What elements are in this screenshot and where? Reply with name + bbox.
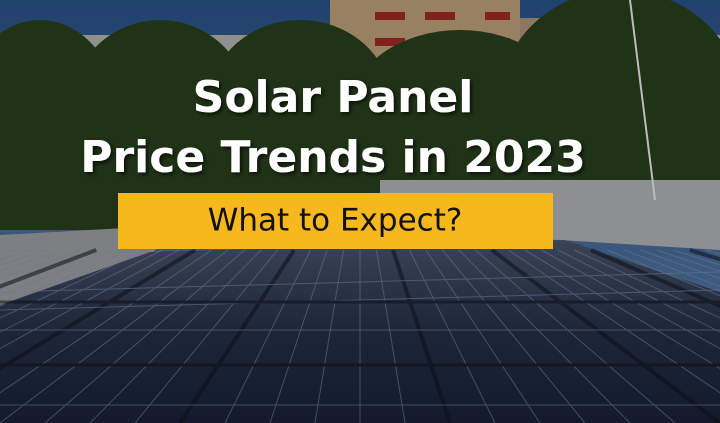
panel-line	[574, 249, 720, 319]
panel-line	[314, 249, 345, 423]
panel-line	[0, 248, 97, 289]
panel-line	[0, 249, 113, 297]
panel-line	[490, 248, 720, 423]
panel-line	[425, 249, 541, 423]
panel-line	[623, 249, 720, 288]
panel-line	[0, 249, 130, 307]
panel-line	[0, 249, 212, 394]
panel-line	[589, 248, 720, 309]
wire	[629, 0, 656, 201]
panel-line	[0, 289, 720, 311]
title-line-2: Price Trends in 2023	[80, 132, 586, 183]
panel-line	[0, 248, 197, 371]
panel-line	[0, 249, 146, 319]
panel-line	[0, 249, 179, 350]
panel-line	[178, 248, 296, 423]
subtitle-box	[118, 193, 553, 249]
panel-line	[607, 249, 720, 297]
panel-line	[0, 249, 229, 423]
panel-line	[475, 249, 676, 423]
panel-line	[224, 249, 311, 423]
panel-line	[508, 249, 720, 394]
panel-line	[89, 249, 262, 423]
panel-grid	[0, 248, 720, 423]
title-line-1: Solar Panel	[193, 72, 474, 123]
panel-line	[391, 249, 452, 423]
panel-line	[0, 271, 720, 293]
panel-line	[44, 249, 245, 423]
panel-line	[375, 249, 406, 423]
panel-line	[541, 249, 720, 350]
panel-line	[269, 249, 328, 423]
panel-line	[409, 249, 496, 423]
panel-line	[134, 249, 278, 423]
panel-line	[524, 249, 720, 369]
panel-line	[557, 249, 720, 333]
panel-line	[0, 249, 163, 333]
subtitle: What to Expect?	[208, 203, 463, 239]
